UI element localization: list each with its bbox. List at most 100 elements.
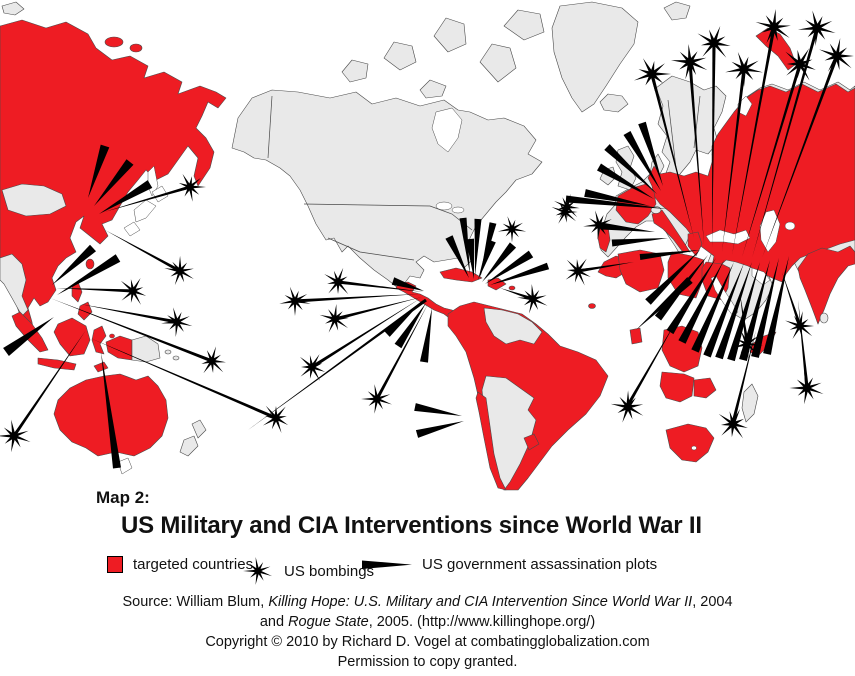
assassination-wedge <box>88 144 110 198</box>
bombing-leader-line <box>337 280 424 292</box>
bombing-starburst <box>277 285 314 319</box>
asia-oceania <box>0 1 227 475</box>
assassination-wedge <box>645 250 700 305</box>
island-nz-north <box>191 419 207 439</box>
assassination-wedge <box>414 403 462 416</box>
region-myanmar <box>0 253 29 317</box>
bombing-leader-line <box>650 73 694 238</box>
assassination-wedge <box>415 421 464 438</box>
region-south-africa <box>665 423 715 463</box>
great-lakes2 <box>451 206 465 214</box>
assassination-wedge <box>394 303 426 349</box>
bombing-starburst <box>795 8 840 51</box>
region-philippines-mindanao <box>77 301 93 321</box>
bombing-starburst <box>496 215 529 245</box>
region-chile <box>475 391 507 491</box>
island-arctic-ca2 <box>383 41 417 71</box>
great-lakes <box>435 201 453 211</box>
assassination-wedge <box>57 254 121 295</box>
us-mexico-border <box>327 237 415 261</box>
europe-africa-asia <box>588 1 855 463</box>
bombing-leader-line <box>375 304 428 400</box>
assassination-wedge <box>391 277 424 291</box>
alaska-border <box>267 95 273 159</box>
island-madagascar <box>741 383 759 423</box>
assassination-wedge <box>52 244 96 285</box>
region-uruguay <box>523 433 540 451</box>
legend: targeted countries US bombings US govern… <box>0 556 855 586</box>
bombing-starburst <box>314 299 356 341</box>
source-line: Permission to copy granted. <box>337 654 518 670</box>
bombing-leader-line <box>12 330 87 437</box>
region-north-america <box>231 89 543 289</box>
region-russia-china-sea <box>0 19 227 337</box>
bombing-leader-line <box>752 27 819 258</box>
bombing-leader-line <box>577 262 634 273</box>
island-taiwan <box>85 258 95 270</box>
region-zambia <box>693 377 717 399</box>
assassination-wedge <box>763 256 789 355</box>
region-greenland <box>551 1 639 113</box>
island-moluccas <box>109 333 115 339</box>
bombing-starburst <box>357 381 397 419</box>
island-japan-kyushu <box>123 221 141 237</box>
island-solomons2 <box>172 355 180 361</box>
bombing-starburst <box>112 271 153 313</box>
assassination-wedge <box>565 195 668 209</box>
assassination-wedge <box>739 260 770 361</box>
bombing-starburst <box>0 416 36 458</box>
assassination-wedge <box>445 235 469 278</box>
island-svalbard <box>663 1 691 21</box>
island-cuba <box>439 267 483 283</box>
bombing-leader-line <box>105 230 181 273</box>
north-america <box>231 1 639 289</box>
source-line: and Rogue State, 2005. (http://www.killi… <box>259 614 596 630</box>
island-timor <box>93 361 109 373</box>
map-title: US Military and CIA Interventions since … <box>121 512 702 539</box>
assassination-wedge <box>490 262 550 285</box>
legend-item-bombings: US bombings <box>240 556 374 586</box>
bombing-starburst <box>190 341 233 383</box>
legend-item-assassinations: US government assassination plots <box>362 556 657 573</box>
south-america <box>447 301 609 491</box>
assassination-wedge <box>474 218 482 276</box>
region-libya <box>667 251 705 299</box>
assassination-wedge <box>666 258 716 335</box>
assassination-wedge <box>691 262 734 353</box>
island-arctic-ca3 <box>433 17 467 53</box>
persian-gulf <box>751 267 771 286</box>
assassination-wedge <box>604 144 657 194</box>
source-line: Copyright © 2010 by Richard D. Vogel at … <box>205 634 650 650</box>
assassination-wedge <box>482 242 517 282</box>
assassination-wedge <box>384 300 423 337</box>
bombing-leader-line <box>248 298 427 430</box>
island-arctic-ca5 <box>503 9 545 41</box>
assassination-wedge <box>94 159 134 206</box>
region-mongolia <box>1 183 67 217</box>
assassination-wedge <box>639 250 700 260</box>
island-new-guinea-west <box>105 335 133 361</box>
assassination-wedge <box>584 189 650 206</box>
source-line: Source: William Blum, Killing Hope: U.S.… <box>122 594 733 610</box>
bombing-starburst <box>256 399 294 439</box>
assassination-wedge <box>600 222 655 232</box>
bombing-leader-line <box>334 297 422 321</box>
bombing-starburst <box>159 252 201 292</box>
island-arctic-ca6 <box>419 79 447 99</box>
assassination-wedges <box>3 121 789 469</box>
bombing-leader-line <box>90 338 277 420</box>
legend-item-targeted: targeted countries <box>107 556 253 573</box>
assassination-wedge <box>715 262 752 360</box>
island-arctic-ca4 <box>479 43 517 83</box>
targeted-country-swatch <box>107 556 123 573</box>
assassination-wedge <box>420 308 432 363</box>
bombing-starburst <box>158 305 196 341</box>
island-solomons <box>164 349 172 355</box>
island-nz-south <box>179 435 199 457</box>
bombing-starburst <box>605 386 651 430</box>
assassination-wedge <box>597 163 654 199</box>
bombing-leader-line <box>294 294 420 303</box>
bombing-leader-line <box>104 185 191 212</box>
assassination-wedge <box>727 262 760 362</box>
